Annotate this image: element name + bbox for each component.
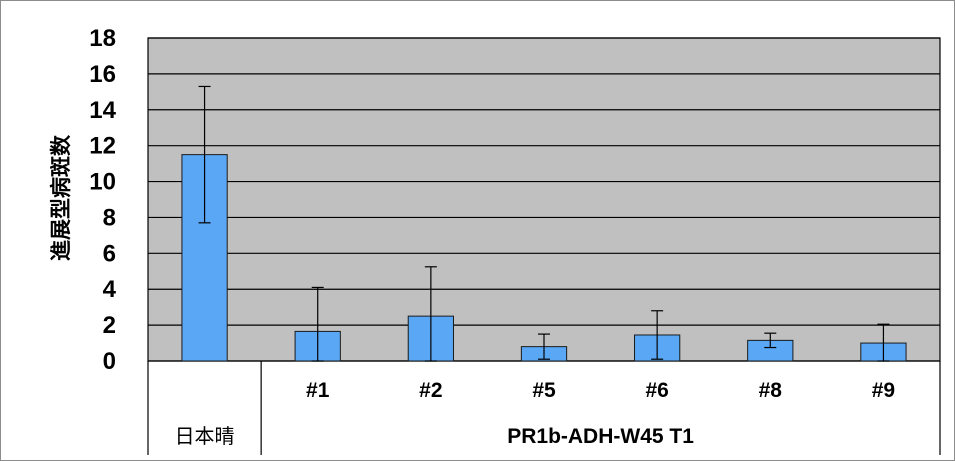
y-tick-label: 8	[103, 204, 116, 231]
y-tick-label: 18	[89, 25, 116, 52]
error-bar	[764, 332, 777, 349]
error-bars	[198, 85, 890, 362]
x-tick-label: #1	[306, 379, 330, 402]
category-table: 日本晴 PR1b-ADH-W45 T1	[147, 361, 941, 455]
error-bar	[651, 310, 664, 360]
plot-area	[147, 37, 941, 362]
error-bar	[424, 266, 437, 362]
y-tick-label: 14	[89, 97, 116, 124]
error-bar	[311, 286, 324, 362]
x-tick-label: #9	[872, 379, 895, 402]
y-tick-label: 6	[103, 240, 116, 267]
x-axis-ticks: #1 #2 #5 #6 #8 #9	[306, 379, 895, 402]
x-tick-label: #5	[532, 379, 556, 402]
y-tick-label: 2	[103, 312, 116, 339]
x-tick-label: #2	[419, 379, 442, 402]
y-tick-label: 0	[103, 348, 116, 375]
y-axis-label: 進展型病斑数	[49, 134, 73, 261]
x-tick-label: #6	[645, 379, 668, 402]
y-axis-ticks: 0 2 4 6 8 10 12 14 16 18	[89, 25, 116, 375]
y-tick-label: 4	[103, 276, 117, 303]
error-bar	[198, 85, 211, 224]
error-bar	[538, 333, 550, 360]
error-bar	[877, 323, 890, 362]
y-tick-label: 10	[89, 169, 116, 196]
x-tick-label: #8	[759, 379, 783, 402]
group-label: PR1b-ADH-W45 T1	[507, 425, 694, 448]
group-label: 日本晴	[175, 424, 235, 448]
gridlines	[148, 37, 940, 362]
y-tick-label: 12	[89, 133, 116, 160]
y-tick-label: 16	[89, 61, 116, 88]
